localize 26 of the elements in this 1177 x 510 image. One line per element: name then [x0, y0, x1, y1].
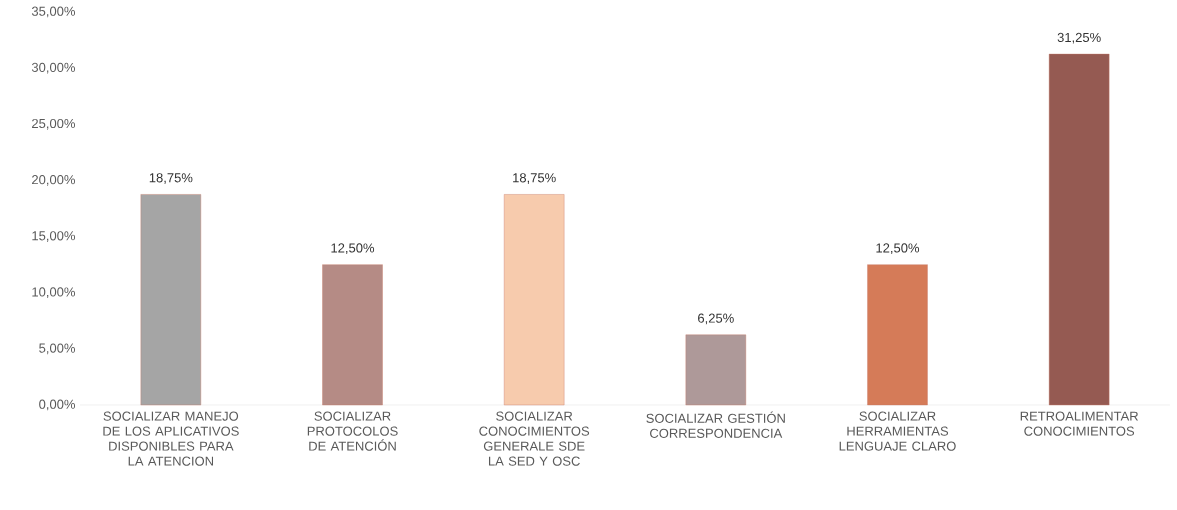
x-tick-label: SOCIALIZAR HERRAMIENTAS LENGUAJE CLARO	[839, 411, 956, 451]
data-label: 12,50%	[331, 243, 375, 255]
y-tick-label: 15,00%	[32, 231, 76, 242]
bar	[685, 334, 747, 406]
y-tick-label: 0,00%	[39, 399, 76, 411]
x-tick-label: SOCIALIZAR PROTOCOLOS DE ATENCIÓN	[307, 411, 398, 451]
data-label: 31,25%	[1057, 32, 1101, 44]
bar	[867, 264, 928, 406]
y-tick-label: 10,00%	[32, 287, 76, 299]
data-label: 12,50%	[876, 243, 920, 255]
y-tick-label: 30,00%	[31, 62, 76, 74]
x-tick-label: RETROALIMENTAR CONOCIMIENTOS	[1020, 411, 1139, 436]
x-tick-label: SOCIALIZAR MANEJO DE LOS APLICATIVOS DISPONIBLES PARA LA ATENCION	[103, 411, 239, 466]
bar	[140, 194, 202, 406]
y-tick-label: 5,00%	[39, 343, 76, 355]
data-label: 6,25%	[698, 313, 734, 325]
data-label: 18,75%	[513, 173, 556, 184]
data-label: 18,75%	[149, 173, 193, 184]
y-tick-label: 35,00%	[31, 6, 76, 18]
bar	[1048, 53, 1110, 406]
bar	[503, 194, 565, 406]
y-tick-label: 25,00%	[32, 118, 76, 130]
y-tick-label: 20,00%	[32, 175, 76, 186]
x-tick-label: SOCIALIZAR CONOCIMIENTOS GENERALE SDE LA SED Y OSC	[479, 411, 590, 466]
bar	[322, 264, 383, 406]
x-tick-label: SOCIALIZAR GESTIÓN CORRESPONDENCIA	[646, 411, 785, 438]
